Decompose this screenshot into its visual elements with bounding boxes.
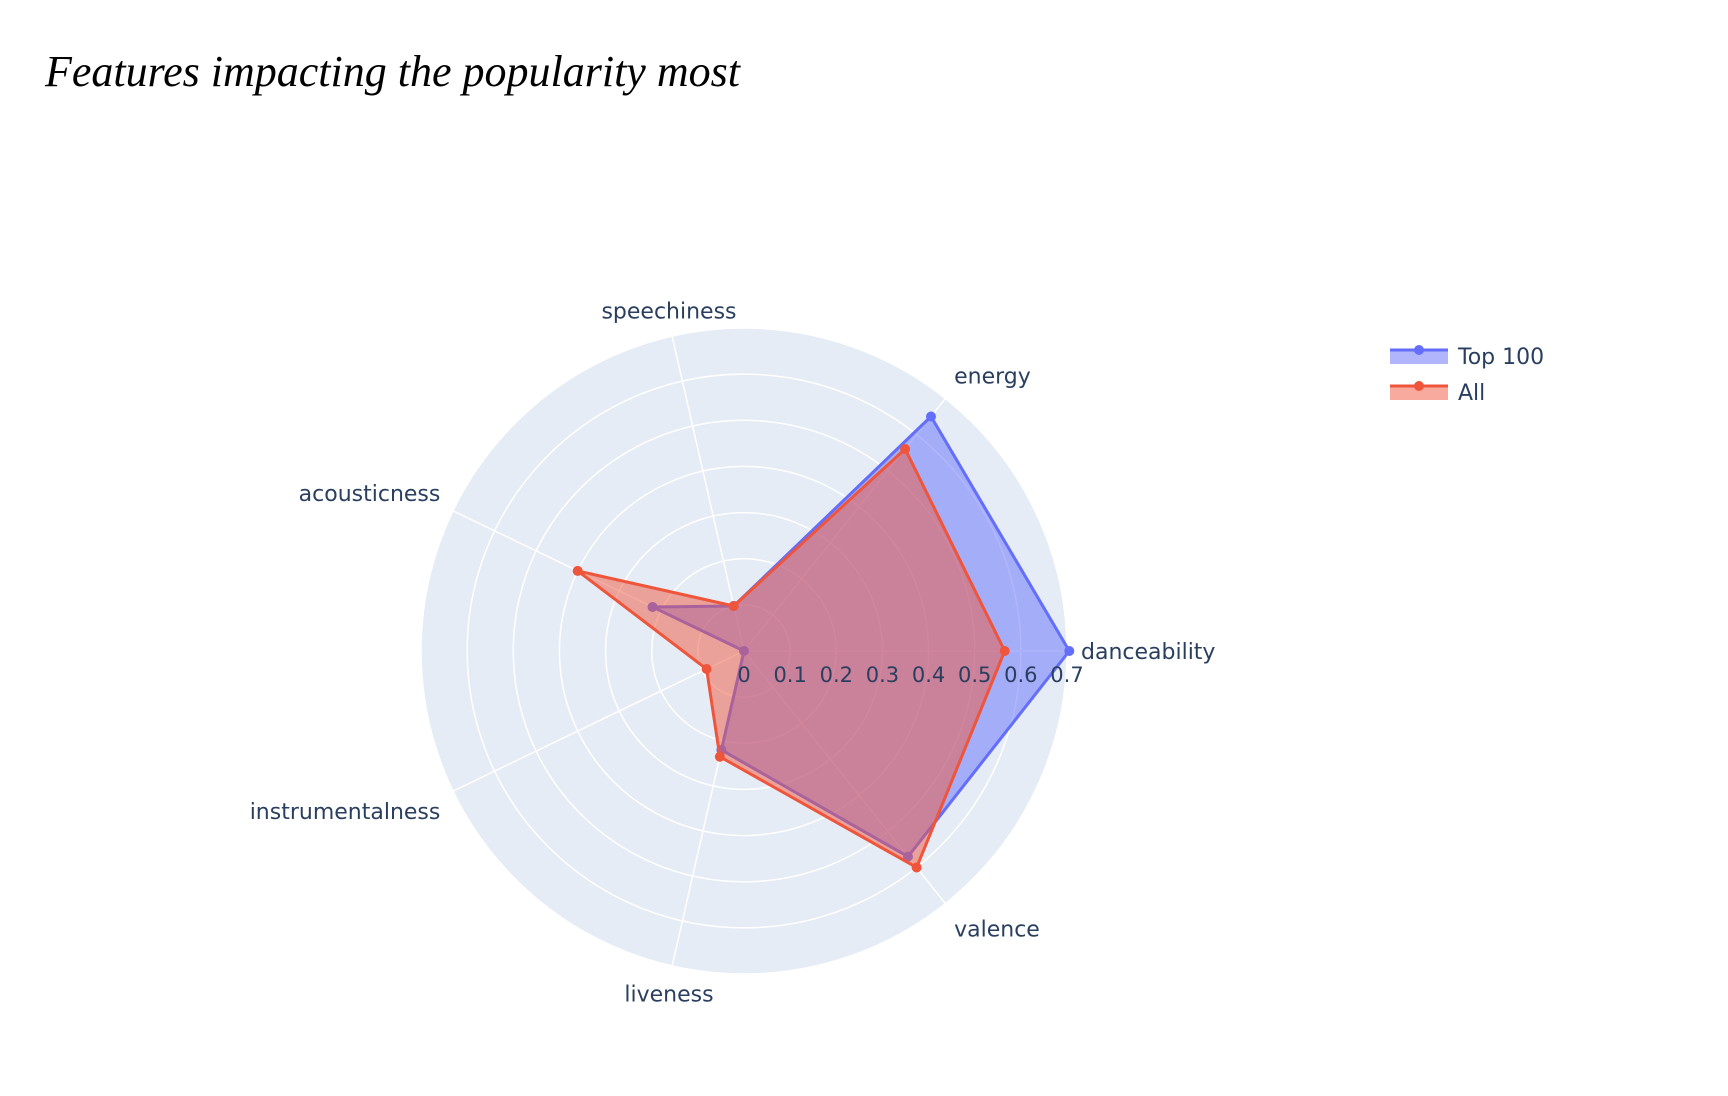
angular-label-danceability: danceability <box>1081 640 1215 665</box>
grid-spoke-speechiness <box>671 335 745 652</box>
series-point-energy <box>900 443 911 454</box>
series-line <box>576 447 1007 869</box>
radial-tick-label: 0.7 <box>1050 663 1083 687</box>
legend-swatch <box>1390 386 1448 400</box>
angular-label-instrumentalness: instrumentalness <box>250 800 441 825</box>
legend-label: All <box>1458 381 1485 406</box>
radial-tick-labels: 0 0.1 0.2 0.3 0.4 0.5 0.6 0.7 <box>737 663 1083 687</box>
series-point-liveness <box>714 751 725 762</box>
legend[interactable]: Top 100 All <box>1390 345 1544 406</box>
series-point-acousticness <box>572 565 583 576</box>
legend-swatch <box>1390 350 1448 364</box>
legend-marker <box>1414 345 1424 355</box>
series-point-instrumentalness <box>701 664 712 675</box>
legend-item-all[interactable]: All <box>1390 381 1485 406</box>
angular-axis-labels: danceability energy speechiness acousticnes… <box>250 299 1216 1007</box>
series-point-speechiness <box>728 601 739 612</box>
angular-label-energy: energy <box>954 365 1031 390</box>
radial-tick-label: 0.5 <box>958 663 991 687</box>
series-point-valence <box>911 862 922 873</box>
radial-tick-label: 0.6 <box>1004 663 1037 687</box>
angular-label-acousticness: acousticness <box>299 482 441 507</box>
series-fill <box>577 448 1005 868</box>
angular-label-valence: valence <box>954 917 1040 942</box>
series-all <box>572 443 1010 873</box>
legend-label: Top 100 <box>1457 345 1544 370</box>
legend-marker <box>1414 381 1424 391</box>
series-layer <box>572 411 1075 873</box>
radial-tick-label: 0.2 <box>820 663 853 687</box>
page-title: Features impacting the popularity most <box>45 47 740 96</box>
radial-tick-label: 0.3 <box>866 663 899 687</box>
grid-spoke-instrumentalness <box>452 650 745 792</box>
angular-label-liveness: liveness <box>624 983 713 1008</box>
radial-tick-label: 0.1 <box>773 663 806 687</box>
legend-item-top-100[interactable]: Top 100 <box>1390 345 1544 370</box>
series-point-danceability <box>1064 646 1075 656</box>
radial-tick-label: 0 <box>737 663 750 687</box>
angular-label-speechiness: speechiness <box>601 299 736 324</box>
series-point-energy <box>926 411 937 422</box>
radial-tick-label: 0.4 <box>912 663 945 687</box>
series-point-danceability <box>999 646 1010 656</box>
